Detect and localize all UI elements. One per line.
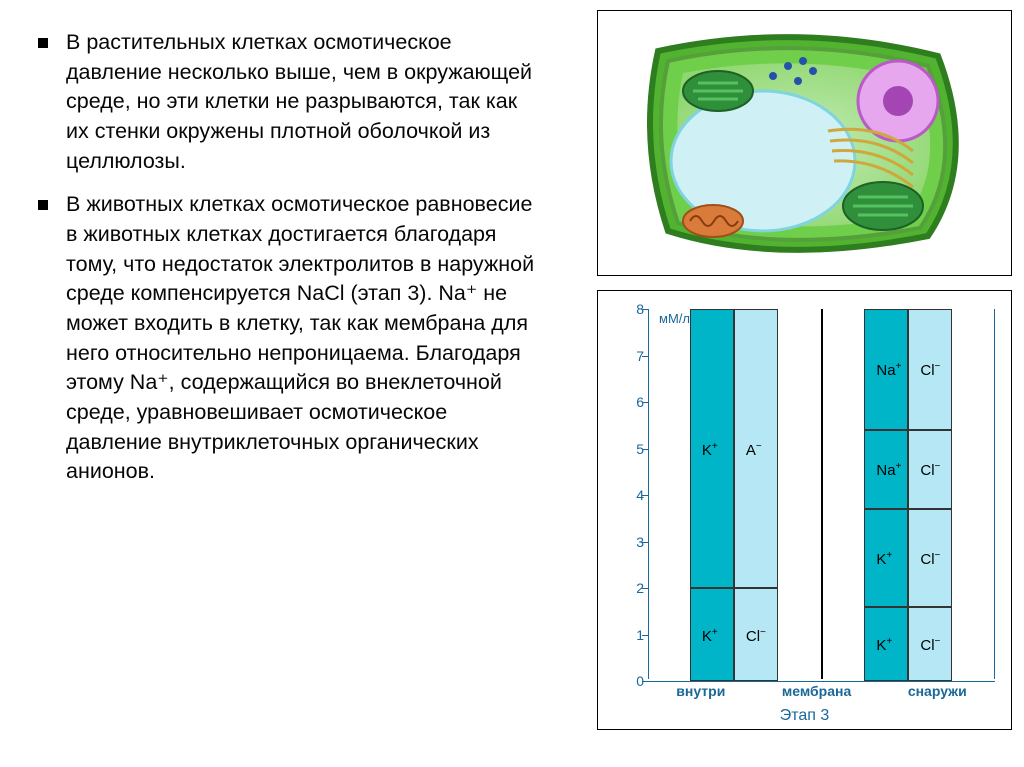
bullet-mark [38, 200, 48, 210]
bar-segment-label: Na+ [876, 461, 901, 479]
bar-segment-label: K+ [702, 441, 718, 459]
text-column: В растительных клетках осмотическое давл… [0, 0, 545, 767]
bullet-1: В растительных клетках осмотическое давл… [38, 28, 535, 176]
xlabel-inside: внутри [676, 683, 725, 699]
right-axis [994, 309, 995, 679]
y-axis: мМ/л 012345678 [614, 309, 648, 679]
bar-segment-label: Cl− [920, 550, 940, 568]
xlabel-outside: снаружи [908, 683, 967, 699]
bar-segment-label: Cl− [746, 627, 766, 645]
xlabel-membrane: мембрана [782, 683, 851, 699]
bullet-mark [38, 38, 48, 48]
stage-label: Этап 3 [598, 707, 1011, 725]
bullet-2: В животных клетках осмотическое равновес… [38, 190, 535, 487]
x-labels: внутри мембрана снаружи [648, 683, 995, 699]
figures-column: мМ/л 012345678 K+ K+ Cl− A− K+ K+ Na+ Na+ Cl− Cl−… [545, 0, 1024, 767]
plot-area: K+ K+ Cl− A− K+ K+ Na+ Na+ Cl− Cl− Cl− Cl− [648, 309, 995, 679]
bullet-text: В животных клетках осмотическое равновес… [66, 190, 535, 487]
bar-segment-label: Cl− [920, 636, 940, 654]
bar-segment-label: A− [746, 441, 762, 459]
bar-segment-label: Cl− [920, 361, 940, 379]
left-axis [648, 309, 649, 679]
ion-chart: мМ/л 012345678 K+ K+ Cl− A− K+ K+ Na+ Na+ Cl− Cl−… [597, 290, 1012, 730]
bar-segment-label: Na+ [876, 361, 901, 379]
bar-segment-label: K+ [876, 550, 892, 568]
slide: В растительных клетках осмотическое давл… [0, 0, 1024, 767]
bar-segment-label: Cl− [920, 461, 940, 479]
bar-segment-label: K+ [702, 627, 718, 645]
bar-segment-label: K+ [876, 636, 892, 654]
bullet-text: В растительных клетках осмотическое давл… [66, 28, 535, 176]
membrane-line [821, 309, 823, 679]
plant-cell-illustration [597, 10, 1012, 276]
